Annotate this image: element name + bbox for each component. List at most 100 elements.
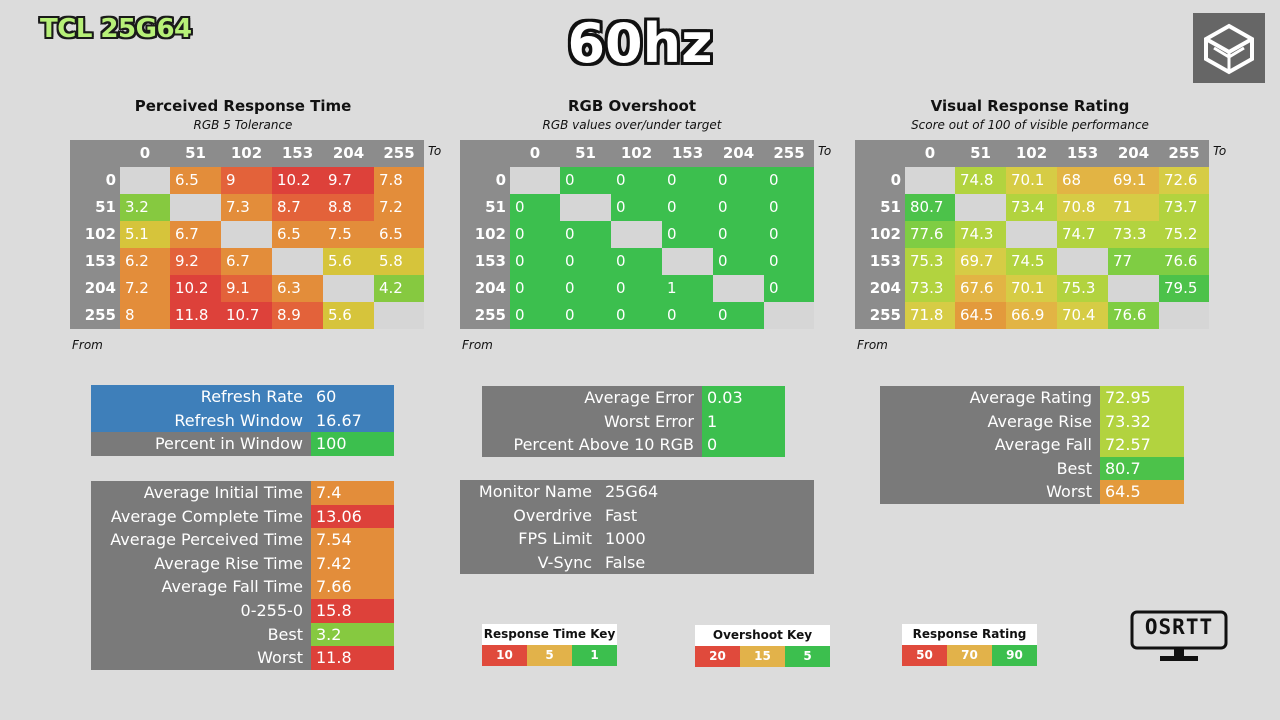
vrr-to-label: To (1213, 144, 1227, 158)
ovs-cell: 0 (713, 167, 764, 194)
time-stat-value: 11.8 (311, 646, 394, 670)
time-stat-label: Worst (257, 648, 303, 668)
monitor-stat-value: 1000 (605, 529, 646, 549)
time-stat-label: Best (267, 624, 303, 644)
prt-col-header: 204 (323, 140, 374, 167)
vrr-row-header: 204 (855, 275, 905, 302)
vrr-corner (855, 140, 905, 167)
monitor-stat-row: Monitor Name 25G64 (460, 480, 814, 504)
vrr-cell: 73.4 (1006, 194, 1057, 221)
prt-cell: 7.5 (323, 221, 374, 248)
key-swatch-green: 90 (992, 645, 1037, 666)
ovs-cell: 0 (560, 302, 611, 329)
vrr-cell: 74.8 (955, 167, 1006, 194)
prt-title: Perceived Response Time (134, 97, 352, 115)
ovs-col-header: 255 (764, 140, 814, 167)
ovs-row-header: 204 (460, 275, 510, 302)
prt-cell: 6.5 (170, 167, 221, 194)
vrr-cell: 69.1 (1108, 167, 1159, 194)
key-swatch-green: 5 (785, 646, 830, 667)
prt-corner (70, 140, 120, 167)
vrr-cell (1108, 275, 1159, 302)
monitor-stat-label: V-Sync (537, 552, 592, 572)
time-stat-value: 13.06 (311, 504, 394, 529)
vrr-cell: 77.6 (905, 221, 955, 248)
prt-col-header: 255 (374, 140, 424, 167)
vrr-cell: 74.5 (1006, 248, 1057, 275)
prt-row-header: 0 (70, 167, 120, 194)
prt-cell: 9.7 (323, 167, 374, 194)
ovs-col-header: 0 (510, 140, 560, 167)
vrr-cell: 75.3 (905, 248, 955, 275)
prt-cell (272, 248, 323, 275)
error-stat-value: 0.03 (702, 386, 785, 410)
vrr-cell: 66.9 (1006, 302, 1057, 329)
ovs-col-header: 102 (611, 140, 662, 167)
ovs-row-header: 102 (460, 221, 510, 248)
prt-cell: 8.8 (323, 194, 374, 221)
time-stat-label: Average Perceived Time (110, 530, 303, 550)
monitor-stat-label: Monitor Name (478, 482, 592, 501)
vrr-cell (1006, 221, 1057, 248)
prt-cell: 4.2 (374, 275, 424, 302)
vrr-cell (1057, 248, 1108, 275)
vrr-col-header: 153 (1057, 140, 1108, 167)
vrr-cell: 70.8 (1057, 194, 1108, 221)
ovs-cell: 0 (662, 221, 713, 248)
key-swatch-red: 20 (695, 646, 740, 667)
time-stat-row: Average Perceived Time 7.54 (91, 528, 394, 552)
ovs-cell (510, 167, 560, 194)
prt-col-header: 102 (221, 140, 272, 167)
monitor-stat-value: False (605, 552, 646, 572)
vrr-cell: 75.2 (1159, 221, 1209, 248)
prt-cell: 6.7 (221, 248, 272, 275)
ovs-cell (560, 194, 611, 221)
prt-cell: 8.9 (272, 302, 323, 329)
ovs-cell: 0 (560, 221, 611, 248)
time-stat-row: 0-255-0 15.8 (91, 598, 394, 623)
ovs-cell: 0 (662, 302, 713, 329)
monitor-stat-label: Overdrive (513, 505, 592, 525)
prt-cell: 9.1 (221, 275, 272, 302)
vrr-cell (905, 167, 955, 194)
time-stat-row: Average Complete Time 13.06 (91, 504, 394, 529)
prt-cell: 8 (120, 302, 170, 329)
overshoot-error-stats-table: Average Error 0.03 Worst Error 1 Percent Abo… (482, 386, 785, 457)
key-swatch-red: 10 (482, 645, 527, 666)
ovs-subtitle: RGB values over/under target (542, 118, 722, 132)
rating-stat-value: 64.5 (1100, 480, 1184, 504)
vrr-cell: 71 (1108, 194, 1159, 221)
prt-cell: 5.1 (120, 221, 170, 248)
ovs-col-header: 153 (662, 140, 713, 167)
ovs-cell: 0 (713, 221, 764, 248)
rating-stat-value: 72.57 (1100, 433, 1184, 457)
vrr-col-header: 255 (1159, 140, 1209, 167)
prt-col-header: 51 (170, 140, 221, 167)
vrr-cell: 76.6 (1108, 302, 1159, 329)
prt-cell: 9.2 (170, 248, 221, 275)
vrr-col-header: 0 (905, 140, 955, 167)
prt-cell (323, 275, 374, 302)
ovs-cell: 0 (764, 275, 814, 302)
time-stat-row: Best 3.2 (91, 622, 394, 647)
vrr-cell: 77 (1108, 248, 1159, 275)
vrr-subtitle: Score out of 100 of visible performance (911, 118, 1149, 132)
ovs-cell: 0 (764, 221, 814, 248)
vrr-cell: 72.6 (1159, 167, 1209, 194)
ovs-cell: 0 (560, 248, 611, 275)
vrr-row-header: 102 (855, 221, 905, 248)
time-stat-value: 7.54 (311, 528, 394, 552)
prt-cell: 7.3 (221, 194, 272, 221)
prt-cell: 10.2 (170, 275, 221, 302)
ovs-row-header: 0 (460, 167, 510, 194)
time-stat-row: Average Fall Time 7.66 (91, 575, 394, 599)
error-stat-row: Worst Error 1 (482, 409, 785, 434)
time-stat-label: Average Initial Time (143, 483, 303, 502)
key-swatch-red: 50 (902, 645, 947, 666)
rating-stat-label: Average Rating (969, 388, 1092, 407)
rating-stat-row: Best 80.7 (880, 456, 1184, 481)
ovs-cell (764, 302, 814, 329)
monitor-icon (1130, 610, 1228, 661)
prt-cell (120, 167, 170, 194)
time-stat-label: 0-255-0 (240, 600, 303, 620)
